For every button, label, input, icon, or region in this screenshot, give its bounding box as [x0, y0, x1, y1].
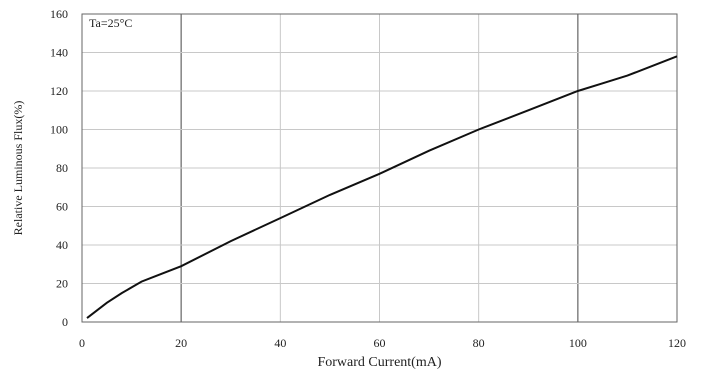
- x-tick-label: 60: [374, 336, 386, 350]
- x-tick-label: 100: [569, 336, 587, 350]
- x-tick-label: 40: [274, 336, 286, 350]
- x-tick-labels: 0 20 40 60 80 100 120: [79, 336, 686, 350]
- y-tick-labels: 0 20 40 60 80 100 120 140 160: [50, 7, 68, 329]
- y-tick-label: 140: [50, 46, 68, 60]
- x-axis-title: Forward Current(mA): [317, 355, 441, 370]
- y-tick-label: 60: [56, 200, 68, 214]
- y-tick-label: 80: [56, 161, 68, 175]
- x-tick-label: 80: [473, 336, 485, 350]
- x-tick-label: 0: [79, 336, 85, 350]
- y-tick-label: 100: [50, 123, 68, 137]
- grid: [82, 14, 677, 322]
- x-tick-label: 20: [175, 336, 187, 350]
- y-tick-label: 0: [62, 315, 68, 329]
- x-tick-label: 120: [668, 336, 686, 350]
- y-tick-label: 40: [56, 238, 68, 252]
- y-axis-title: Relative Luminous Flux(%): [11, 101, 25, 236]
- y-tick-label: 120: [50, 84, 68, 98]
- y-tick-label: 160: [50, 7, 68, 21]
- y-tick-label: 20: [56, 277, 68, 291]
- annotation-text: Ta=25°C: [89, 16, 132, 30]
- series-line: [87, 56, 677, 318]
